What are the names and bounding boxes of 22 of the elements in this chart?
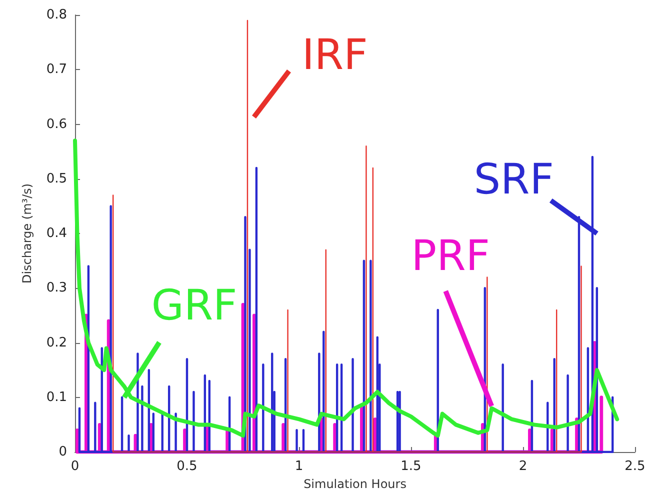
x-tick-label: 1	[294, 459, 304, 474]
x-tick-label: 1.5	[400, 459, 422, 474]
y-tick-label: 0.3	[46, 280, 67, 296]
y-tick-label: 0	[58, 444, 67, 460]
y-tick-label: 0.8	[46, 8, 67, 22]
y-tick-label: 0.7	[46, 62, 67, 78]
y-tick-label: 0.4	[46, 226, 67, 241]
annotation: PRF	[411, 231, 490, 280]
x-tick-label: 2	[518, 459, 528, 474]
annotation: SRF	[474, 154, 554, 204]
line-series	[112, 20, 582, 453]
x-tick-label: 0	[70, 459, 80, 474]
x-tick-label: 0.5	[176, 459, 198, 474]
x-axis-title: Simulation Hours	[304, 476, 406, 491]
annotation: GRF	[151, 280, 238, 330]
y-tick-label: 0.1	[46, 390, 67, 405]
annotation: IRF	[302, 30, 368, 79]
y-tick-label: 0.6	[46, 116, 67, 132]
y-axis-title: Discharge (m³/s)	[20, 183, 34, 284]
y-tick-label: 0.2	[46, 335, 67, 350]
y-tick-label: 0.5	[46, 171, 67, 186]
x-tick-label: 2.5	[624, 459, 646, 474]
